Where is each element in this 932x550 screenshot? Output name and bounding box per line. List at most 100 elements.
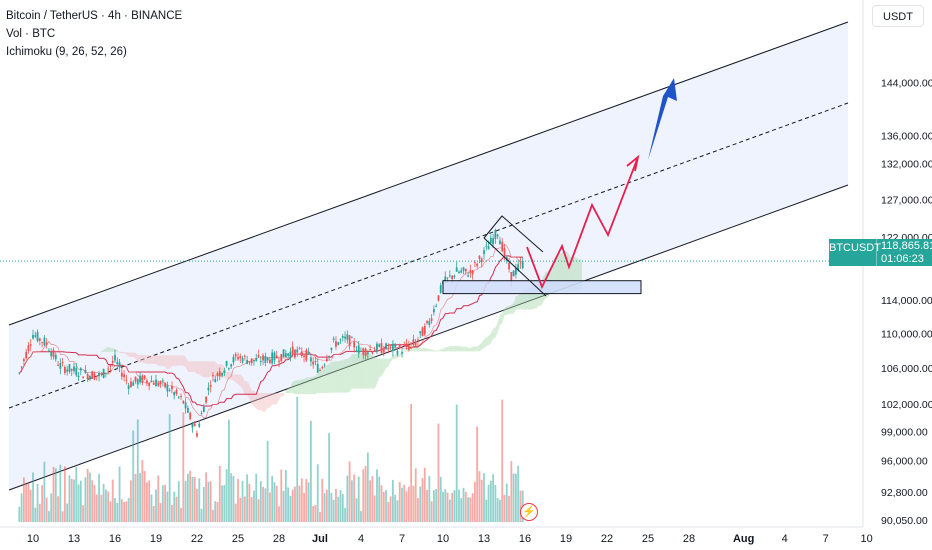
volume-bar: [487, 484, 490, 522]
volume-bar: [59, 464, 62, 522]
volume-bar: [382, 491, 385, 522]
volume-indicator-label[interactable]: Vol · BTC: [6, 28, 56, 40]
volume-bar: [166, 491, 169, 522]
kumo-segment: [201, 361, 204, 378]
candle-body: [207, 387, 210, 391]
candle-body: [248, 361, 251, 363]
kumo-segment: [226, 371, 229, 380]
volume-bar: [508, 495, 510, 522]
kumo-segment: [379, 358, 382, 378]
candle-body: [426, 320, 428, 323]
drawings[interactable]: [0, 78, 863, 297]
kumo-segment: [203, 361, 207, 378]
candle-body: [255, 358, 258, 362]
candle-body: [205, 396, 208, 403]
ichimoku-indicator-label[interactable]: Ichimoku (9, 26, 52, 26): [6, 46, 127, 58]
kumo-segment: [481, 339, 485, 350]
time-tick-label: 19: [560, 533, 572, 545]
kumo-segment: [449, 346, 453, 352]
symbol-title[interactable]: Bitcoin / TetherUS · 4h · BINANCE: [6, 10, 183, 22]
candle-body: [38, 338, 41, 341]
volume-bar: [45, 497, 48, 522]
kumo-segment: [240, 374, 243, 389]
kumo-segment: [153, 355, 157, 364]
candle-body: [271, 352, 274, 364]
kumo-segment: [304, 377, 307, 395]
kumo-segment: [365, 352, 368, 389]
candle-body: [82, 376, 85, 379]
kumo-segment: [105, 346, 109, 352]
volume-bar: [227, 419, 230, 522]
candle-body: [264, 355, 267, 363]
candle-body: [36, 331, 39, 342]
kumo-segment: [376, 358, 380, 384]
volume-bar: [253, 490, 255, 522]
last-price-badge: BTCUSDT 118,865.81 01:06:23: [829, 239, 932, 266]
candle-body: [259, 361, 262, 363]
candle-body: [316, 364, 319, 373]
time-axis[interactable]: 10 13 16 19 22 25 28 Jul 4 7 10 13 16 19 22 25 28 Aug 4 7 10: [0, 526, 873, 545]
kumo-segment: [162, 355, 166, 367]
kumo-segment: [356, 354, 359, 389]
candle-body: [57, 365, 59, 366]
volume-bar: [305, 478, 308, 522]
candle-body: [521, 260, 524, 269]
kumo-segment: [354, 354, 357, 389]
time-tick-label: 7: [399, 533, 405, 545]
volume-bar: [107, 491, 110, 522]
candle-body: [496, 234, 499, 237]
kumo-segment: [128, 352, 131, 358]
kumo-segment: [281, 393, 284, 397]
ascending-channel[interactable]: [8, 21, 849, 491]
volume-bar: [471, 493, 474, 522]
candle-body: [102, 369, 105, 378]
lightning-icon[interactable]: ⚡: [520, 503, 538, 521]
volume-bar: [255, 473, 258, 522]
kumo-segment: [440, 348, 444, 352]
candles[interactable]: [18, 228, 524, 439]
volume-bar: [462, 487, 465, 522]
kumo-segment: [206, 361, 209, 378]
candle-body: [314, 361, 317, 362]
volume-bar: [136, 419, 139, 522]
candle-body: [414, 341, 417, 346]
volume-bar: [455, 404, 458, 522]
volume-bar: [50, 493, 53, 522]
volume-bar: [182, 412, 185, 522]
volume-bar: [373, 495, 376, 522]
volume-bar: [41, 485, 44, 522]
volume-bar: [385, 490, 387, 522]
volume-bar: [444, 489, 447, 522]
candle-body: [455, 267, 458, 272]
kumo-segment: [335, 361, 339, 393]
volume-bar: [180, 507, 182, 522]
kumo-segment: [306, 377, 309, 395]
volume-bar: [339, 490, 342, 522]
price-axis[interactable]: 90,050.00 92,800.00 96,000.00 99,000.00 102,…: [862, 0, 932, 527]
candle-body: [353, 341, 356, 348]
candle-body: [84, 369, 87, 374]
candle-body: [139, 375, 141, 383]
kumo-segment: [493, 327, 496, 339]
volume-bar: [517, 465, 520, 522]
kumo-segment: [151, 355, 154, 364]
volume-bar: [423, 467, 426, 522]
volume-bar: [52, 466, 55, 522]
kumo-segment: [340, 360, 343, 393]
candle-body: [396, 350, 399, 355]
kumo-segment: [499, 312, 503, 325]
kumo-segment: [117, 349, 120, 354]
candle-body: [355, 350, 358, 352]
kumo-segment: [458, 346, 462, 352]
kumo-segment: [331, 361, 334, 393]
candle-body: [512, 270, 515, 277]
kumo-segment: [479, 342, 482, 352]
kumo-segment: [486, 336, 489, 347]
candle-body: [382, 349, 385, 353]
volume-bar: [458, 489, 460, 522]
volume-bar: [478, 471, 481, 522]
candle-body: [492, 238, 495, 245]
bull-flag-lower: [483, 237, 547, 297]
currency-button[interactable]: USDT: [872, 5, 924, 27]
